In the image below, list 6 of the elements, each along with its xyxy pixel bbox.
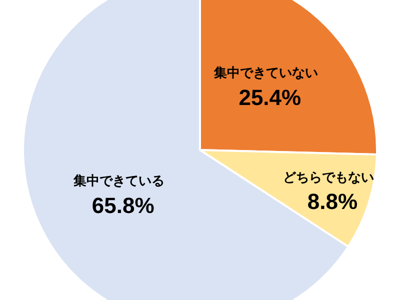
slice-label: 集中できていない [212, 66, 318, 82]
data-label: 25.4% [238, 84, 302, 110]
data-label: 65.8% [92, 192, 154, 218]
slice-label: どちらでもない [282, 170, 374, 186]
slice-label: 集中できている [72, 174, 165, 190]
data-label: 8.8% [307, 189, 358, 214]
